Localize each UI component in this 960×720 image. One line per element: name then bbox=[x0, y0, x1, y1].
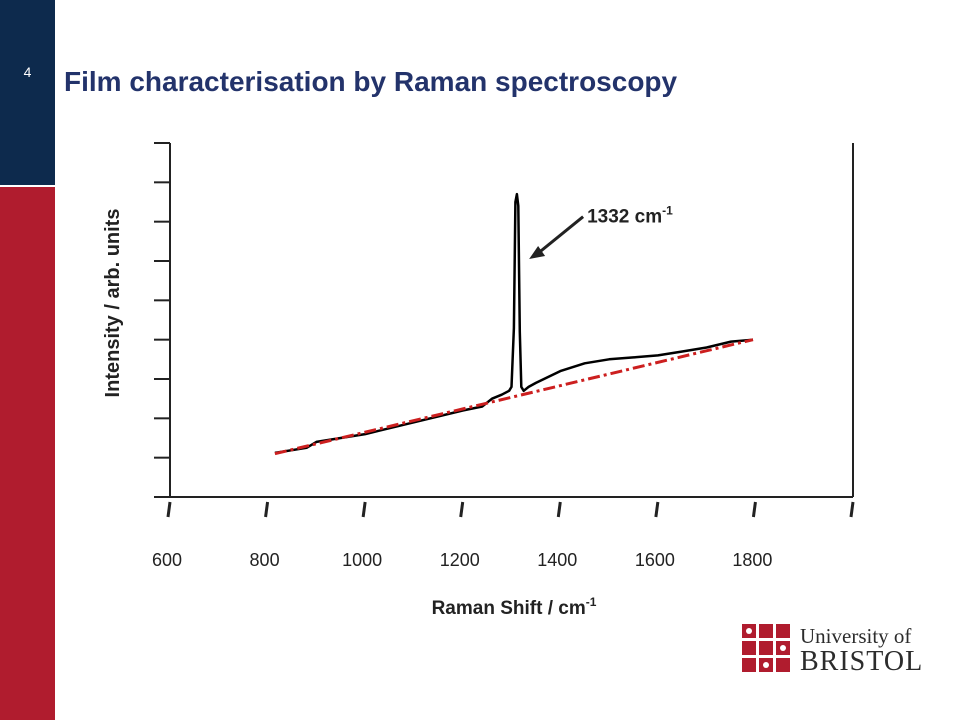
chart-series bbox=[274, 192, 754, 456]
logo-line-1: University of bbox=[800, 624, 912, 648]
x-tick-label: 1800 bbox=[732, 550, 772, 570]
x-tick-label: 800 bbox=[250, 550, 280, 570]
x-tick-label: 1400 bbox=[537, 550, 577, 570]
x-tick-label: 1200 bbox=[440, 550, 480, 570]
x-tick bbox=[361, 501, 367, 518]
x-tick bbox=[751, 501, 757, 518]
chart-axes bbox=[154, 143, 854, 498]
x-tick-label: 600 bbox=[152, 550, 182, 570]
x-tick bbox=[166, 501, 172, 518]
university-logo: University of BRISTOL bbox=[740, 620, 924, 680]
x-ticks: 600 800 1000 1200 1400 1600 1800 bbox=[152, 501, 855, 570]
y-axis-label: Intensity / arb. units bbox=[102, 209, 124, 398]
x-tick bbox=[459, 501, 465, 518]
sidebar-top-band bbox=[0, 0, 55, 185]
chart-annotations: 1332 cm-1 bbox=[529, 204, 673, 260]
x-tick bbox=[264, 501, 270, 518]
peak-annotation-arrow bbox=[536, 215, 585, 256]
bristol-crest-icon bbox=[742, 624, 790, 672]
x-tick bbox=[849, 501, 855, 518]
x-tick bbox=[654, 501, 660, 518]
y-ticks bbox=[154, 142, 170, 498]
x-tick-label: 1600 bbox=[635, 550, 675, 570]
sidebar-bottom-band bbox=[0, 187, 55, 720]
x-axis-label: Raman Shift / cm-1 bbox=[432, 595, 597, 619]
measured-spectrum-line bbox=[274, 192, 754, 455]
slide-title: Film characterisation by Raman spectrosc… bbox=[64, 66, 678, 97]
peak-annotation-label: 1332 cm-1 bbox=[587, 204, 673, 228]
slide-number: 4 bbox=[23, 64, 32, 80]
logo-line-2: BRISTOL bbox=[800, 646, 924, 677]
baseline-fit-line bbox=[274, 338, 754, 456]
arrow-head bbox=[529, 246, 546, 260]
x-tick bbox=[556, 501, 562, 518]
x-tick-label: 1000 bbox=[342, 550, 382, 570]
